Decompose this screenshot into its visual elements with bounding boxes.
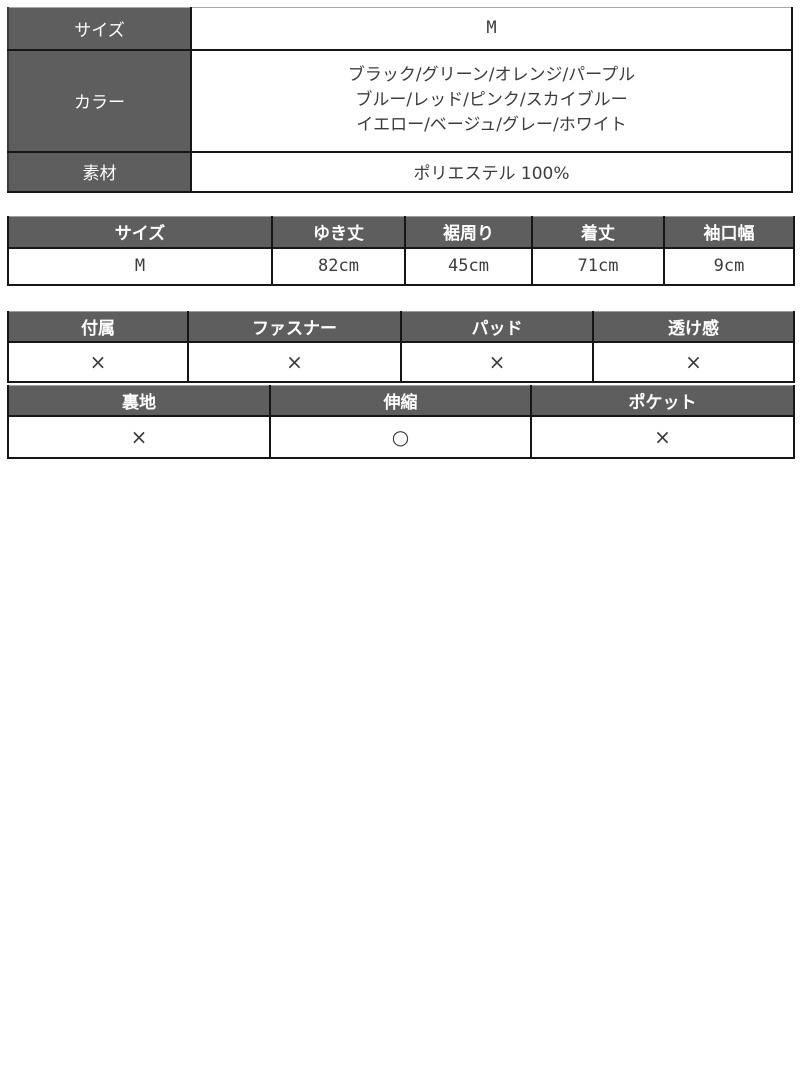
measurement-table: サイズ ゆき丈 裾周り 着丈 袖口幅 M 82cm 45cm 71cm 9cm [7, 215, 795, 286]
measurement-header-cuff: 袖口幅 [663, 215, 795, 249]
feature-value-stretch: ○ [269, 414, 532, 459]
spec-value-color: ブラック/グリーン/オレンジ/パープル ブルー/レッド/ピンク/スカイブルー イ… [190, 48, 793, 153]
feature-header-lining: 裏地 [7, 384, 271, 417]
measurement-value-size: M [7, 246, 273, 286]
feature-value-zipper: × [187, 340, 402, 383]
measurement-header-length: 着丈 [531, 215, 665, 249]
spec-value-size: M [190, 7, 793, 51]
color-list-line-2: ブルー/レッド/ピンク/スカイブルー [355, 90, 628, 110]
measurement-value-hem: 45cm [404, 246, 533, 286]
spec-row-color: カラー ブラック/グリーン/オレンジ/パープル ブルー/レッド/ピンク/スカイブ… [7, 48, 793, 153]
spec-label-fabric: 素材 [7, 150, 192, 193]
feature-header-pad: パッド [400, 310, 594, 343]
color-list-line-1: ブラック/グリーン/オレンジ/パープル [347, 65, 636, 85]
spec-label-color: カラー [7, 48, 192, 153]
spec-value-fabric: ポリエステル 100% [190, 150, 793, 193]
measurement-value-length: 71cm [531, 246, 665, 286]
feature-header-sheerness: 透け感 [592, 310, 795, 343]
product-spec-table: サイズ M カラー ブラック/グリーン/オレンジ/パープル ブルー/レッド/ピン… [7, 7, 793, 193]
feature-value-row-1: × × × × [7, 340, 795, 383]
spec-row-size: サイズ M [7, 7, 793, 51]
feature-value-lining: × [7, 414, 271, 459]
measurement-value-row: M 82cm 45cm 71cm 9cm [7, 246, 795, 286]
feature-header-row-1: 付属 ファスナー パッド 透け感 [7, 310, 795, 343]
feature-value-accessory: × [7, 340, 189, 383]
feature-value-sheerness: × [592, 340, 795, 383]
measurement-header-size: サイズ [7, 215, 273, 249]
spec-row-fabric: 素材 ポリエステル 100% [7, 150, 793, 193]
feature-header-zipper: ファスナー [187, 310, 402, 343]
spec-label-size: サイズ [7, 7, 192, 51]
color-list-line-3: イエロー/ベージュ/グレー/ホワイト [356, 115, 627, 135]
feature-header-stretch: 伸縮 [269, 384, 532, 417]
feature-value-pad: × [400, 340, 594, 383]
measurement-value-sleeve-length: 82cm [271, 246, 406, 286]
measurement-header-sleeve-length: ゆき丈 [271, 215, 406, 249]
feature-table-row2: 裏地 伸縮 ポケット × ○ × [7, 384, 795, 459]
feature-value-row-2: × ○ × [7, 414, 795, 459]
feature-table-row1: 付属 ファスナー パッド 透け感 × × × × [7, 310, 795, 383]
feature-header-accessory: 付属 [7, 310, 189, 343]
feature-header-pocket: ポケット [530, 384, 795, 417]
feature-value-pocket: × [530, 414, 795, 459]
feature-header-row-2: 裏地 伸縮 ポケット [7, 384, 795, 417]
measurement-value-cuff: 9cm [663, 246, 795, 286]
measurement-header-hem: 裾周り [404, 215, 533, 249]
measurement-header-row: サイズ ゆき丈 裾周り 着丈 袖口幅 [7, 215, 795, 249]
